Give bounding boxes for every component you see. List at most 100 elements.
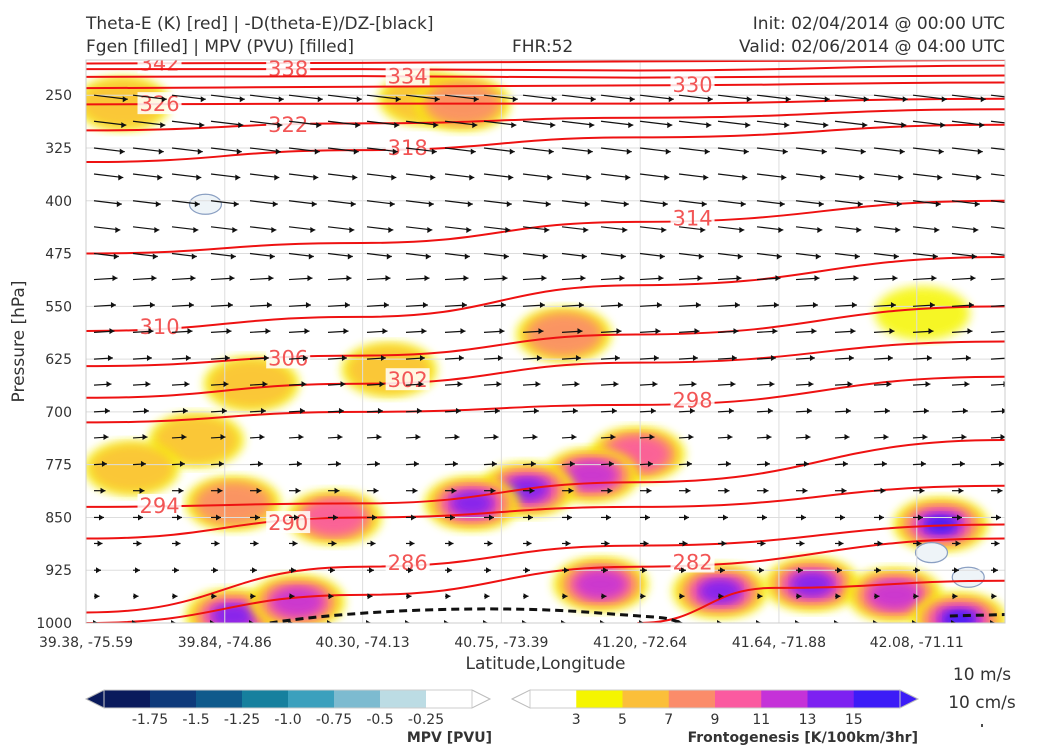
wind-vector-head bbox=[541, 275, 547, 282]
wind-vector-head bbox=[951, 620, 956, 623]
wind-vector-head bbox=[567, 514, 572, 521]
wind-vector-head bbox=[842, 460, 848, 467]
wind-vector-head bbox=[877, 540, 883, 547]
theta-e-line bbox=[86, 439, 1005, 508]
wind-vector-head bbox=[344, 301, 350, 308]
wind-vector-head bbox=[623, 201, 629, 208]
theta-e-label: 330 bbox=[672, 73, 712, 97]
wind-vector-head bbox=[1009, 275, 1014, 281]
wind-vector-head bbox=[1012, 227, 1017, 233]
fgen-colorbar-swatch bbox=[761, 690, 808, 708]
y-tick-label: 400 bbox=[45, 194, 72, 210]
wind-vector-head bbox=[452, 460, 458, 467]
wind-vector-head bbox=[334, 487, 340, 494]
wind-vector-head bbox=[511, 122, 517, 129]
wind-vector-head bbox=[817, 226, 823, 233]
wind-vector-head bbox=[649, 434, 655, 441]
wind-vector bbox=[639, 147, 671, 153]
wind-vector-head bbox=[115, 226, 121, 233]
wind-vector-head bbox=[607, 487, 613, 494]
wind-vector-head bbox=[718, 593, 724, 600]
wind-vector-head bbox=[230, 253, 236, 260]
wind-vector-head bbox=[337, 434, 343, 441]
wind-vector bbox=[327, 147, 359, 153]
wind-vector bbox=[912, 147, 944, 153]
fgen-blob bbox=[945, 611, 974, 623]
wind-vector-head bbox=[973, 226, 979, 233]
mpv-colorbar-swatch bbox=[334, 690, 381, 708]
wind-vector-head bbox=[470, 148, 476, 155]
wind-vectors bbox=[93, 94, 1020, 623]
wind-vector-head bbox=[425, 253, 431, 260]
wind-vector-head bbox=[509, 148, 515, 155]
theta-e-line bbox=[86, 375, 1005, 424]
wind-vector-head bbox=[776, 253, 782, 260]
wind-vector-head bbox=[686, 460, 692, 467]
wind-vector bbox=[951, 120, 985, 126]
wind-vector bbox=[795, 120, 829, 126]
wind-vector-head bbox=[484, 593, 490, 600]
wind-vector-head bbox=[896, 201, 902, 208]
theta-e-label: 278 bbox=[139, 733, 179, 750]
wind-vector-head bbox=[1015, 175, 1020, 181]
wind-vector-head bbox=[370, 540, 376, 547]
wind-vector-head bbox=[925, 381, 931, 388]
wind-vector-head bbox=[382, 328, 388, 335]
theta-e-line bbox=[86, 523, 1005, 614]
wind-vector-head bbox=[941, 96, 947, 103]
wind-vector-head bbox=[295, 487, 301, 494]
x-tick-label: 40.30, -74.13 bbox=[316, 635, 410, 651]
wind-vector bbox=[171, 94, 206, 100]
wind-vector bbox=[990, 120, 1005, 124]
wind-vector bbox=[990, 226, 1005, 230]
wind-vector-head bbox=[586, 174, 592, 181]
wind-vector bbox=[249, 120, 283, 126]
wind-vector-head bbox=[172, 593, 178, 600]
wind-vector-head bbox=[500, 301, 506, 308]
wind-vector-head bbox=[96, 567, 101, 574]
wind-vector-head bbox=[640, 593, 646, 600]
wind-vector-head bbox=[799, 540, 805, 547]
wind-vector bbox=[366, 120, 400, 126]
wind-vector-head bbox=[626, 148, 632, 155]
wind-vector bbox=[990, 173, 1005, 177]
wind-vector bbox=[795, 94, 830, 100]
wind-vector bbox=[93, 94, 128, 100]
mpv-colorbar-tick: -1.75 bbox=[132, 712, 168, 728]
mpv-colorbar-swatch bbox=[242, 690, 289, 708]
wind-vector-head bbox=[923, 407, 929, 414]
wind-vector bbox=[288, 94, 323, 100]
wind-vector-head bbox=[145, 381, 151, 388]
wind-vector-head bbox=[413, 460, 419, 467]
theta-e-line bbox=[86, 81, 1005, 90]
wind-vector-head bbox=[974, 201, 980, 208]
wind-vector-head bbox=[200, 96, 206, 103]
wind-vector-head bbox=[330, 567, 335, 574]
wind-vector-head bbox=[892, 275, 898, 282]
fgen-blob bbox=[213, 604, 253, 623]
wind-vector-head bbox=[152, 253, 158, 260]
wind-vector-head bbox=[545, 201, 551, 208]
wind-vector-head bbox=[601, 593, 607, 600]
wind-vector-head bbox=[899, 148, 905, 155]
wind-vector bbox=[678, 147, 710, 153]
wind-vector-head bbox=[820, 174, 826, 181]
wind-vector-head bbox=[937, 174, 943, 181]
wind-vector-head bbox=[265, 328, 271, 335]
y-tick-label: 625 bbox=[45, 352, 72, 368]
wind-vector-head bbox=[757, 593, 763, 600]
wind-vector bbox=[327, 120, 361, 126]
wind-vector-head bbox=[385, 275, 391, 282]
wind-vector-head bbox=[801, 514, 806, 521]
wind-vector-head bbox=[428, 201, 434, 208]
wind-vector bbox=[873, 120, 907, 126]
wind-vector-head bbox=[881, 460, 887, 467]
wind-vector-head bbox=[720, 567, 725, 574]
wind-vector-head bbox=[854, 253, 860, 260]
wind-vector-head bbox=[333, 514, 338, 521]
wind-vector-head bbox=[587, 148, 593, 155]
wind-vector-head bbox=[1014, 201, 1019, 207]
wind-vector-head bbox=[700, 226, 706, 233]
wind-vector-head bbox=[805, 434, 811, 441]
wind-vector-head bbox=[184, 381, 190, 388]
